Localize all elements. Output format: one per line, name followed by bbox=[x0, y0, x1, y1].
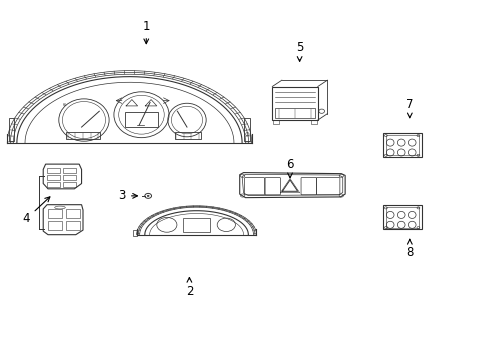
Bar bbox=[175, 132, 201, 139]
Bar bbox=[48, 221, 62, 230]
Bar bbox=[310, 120, 316, 123]
Bar bbox=[48, 209, 62, 219]
Bar bbox=[65, 221, 80, 230]
Bar bbox=[383, 206, 421, 229]
Text: 8: 8 bbox=[406, 239, 413, 259]
Bar bbox=[183, 219, 209, 232]
Text: 4: 4 bbox=[22, 197, 50, 225]
Bar bbox=[273, 120, 279, 123]
Bar bbox=[383, 133, 421, 157]
Bar bbox=[385, 135, 419, 155]
Bar bbox=[272, 86, 317, 120]
Bar bbox=[65, 132, 100, 139]
Bar bbox=[124, 112, 158, 127]
Text: 7: 7 bbox=[405, 98, 413, 118]
Bar bbox=[9, 118, 15, 141]
Bar bbox=[47, 175, 60, 180]
Bar bbox=[63, 182, 76, 187]
Bar bbox=[65, 209, 80, 219]
Bar bbox=[385, 207, 419, 228]
Text: 1: 1 bbox=[142, 20, 150, 44]
Text: 5: 5 bbox=[295, 41, 303, 61]
Bar bbox=[47, 182, 60, 187]
Bar bbox=[47, 168, 60, 173]
Text: 65: 65 bbox=[62, 103, 67, 107]
Bar bbox=[274, 108, 315, 118]
Text: 2: 2 bbox=[185, 278, 193, 298]
Bar bbox=[244, 118, 250, 141]
Bar bbox=[63, 168, 76, 173]
Ellipse shape bbox=[147, 195, 149, 197]
Bar bbox=[133, 230, 137, 237]
Text: 3: 3 bbox=[119, 189, 137, 202]
Bar bbox=[63, 175, 76, 180]
Text: 6: 6 bbox=[285, 158, 293, 178]
